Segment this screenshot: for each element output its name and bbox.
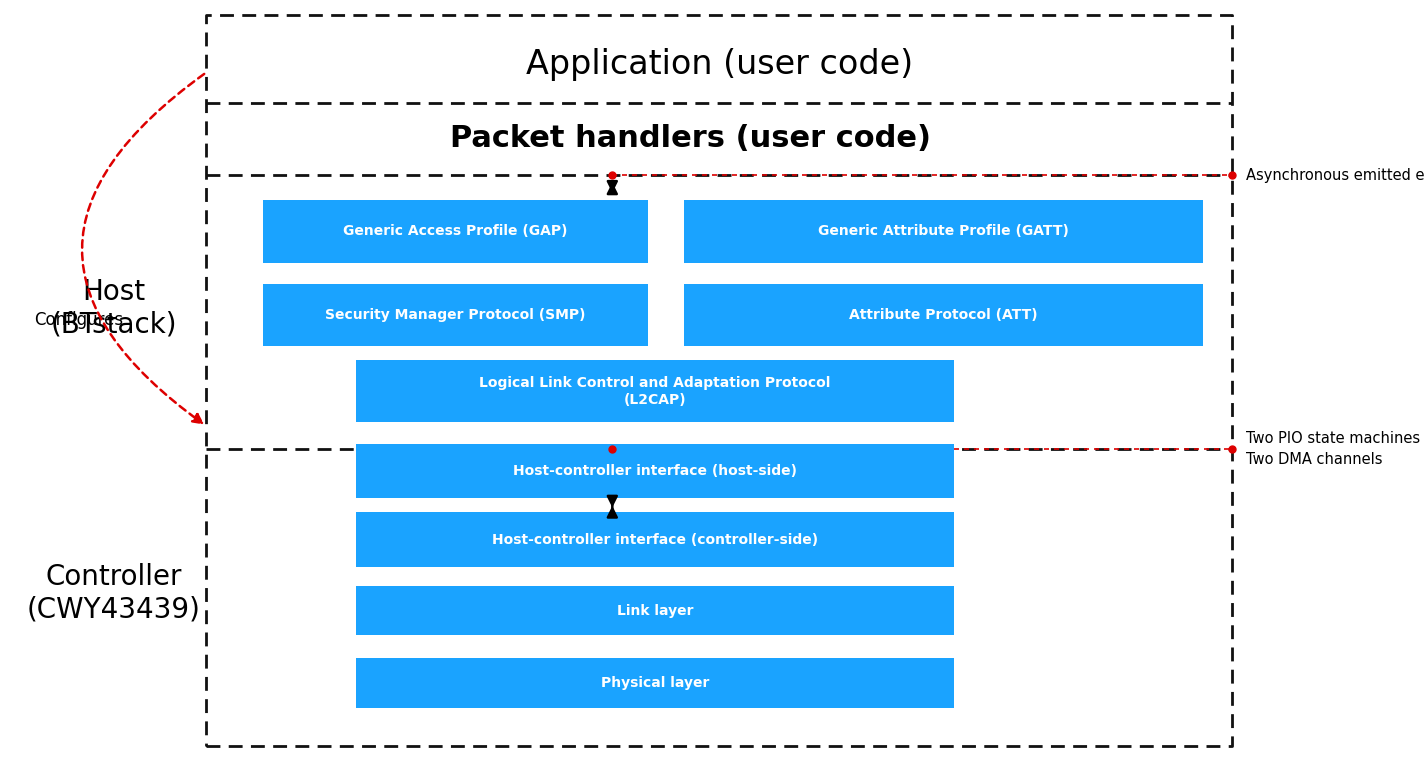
Text: Host-controller interface (host-side): Host-controller interface (host-side) [513,464,797,478]
Text: Configures: Configures [34,310,122,329]
Bar [356,658,954,708]
Text: Controller
(CWY43439): Controller (CWY43439) [27,563,201,624]
Bar [356,512,954,567]
Text: Generic Access Profile (GAP): Generic Access Profile (GAP) [343,224,568,238]
Bar [263,284,648,346]
Bar [263,200,648,263]
Bar [356,360,954,422]
Text: Physical layer: Physical layer [601,676,709,690]
Text: Attribute Protocol (ATT): Attribute Protocol (ATT) [849,308,1038,322]
Text: Host-controller interface (controller-side): Host-controller interface (controller-si… [491,533,819,546]
Bar [356,444,954,498]
Text: Generic Attribute Profile (GATT): Generic Attribute Profile (GATT) [817,224,1069,238]
Text: Application (user code): Application (user code) [525,48,913,81]
Text: Asynchronous emitted events: Asynchronous emitted events [1246,167,1424,183]
Bar [684,200,1203,263]
FancyArrowPatch shape [83,74,204,423]
Bar [684,284,1203,346]
Text: Link layer: Link layer [617,603,693,618]
Text: Packet handlers (user code): Packet handlers (user code) [450,124,931,153]
Bar [356,586,954,635]
Text: Host
(BTstack): Host (BTstack) [51,278,177,339]
Text: Security Manager Protocol (SMP): Security Manager Protocol (SMP) [326,308,585,322]
Text: Logical Link Control and Adaptation Protocol
(L2CAP): Logical Link Control and Adaptation Prot… [480,375,830,407]
Text: Two PIO state machines
Two DMA channels: Two PIO state machines Two DMA channels [1246,431,1420,467]
